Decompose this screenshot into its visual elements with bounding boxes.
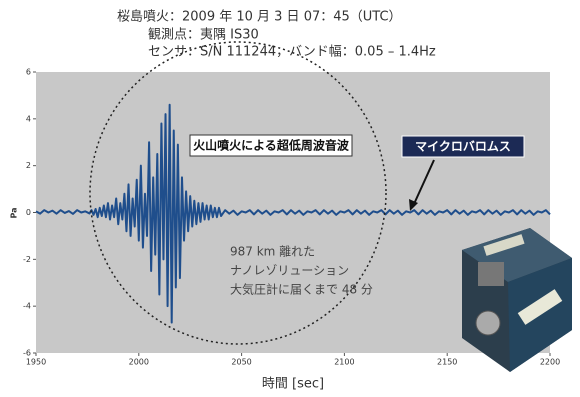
y-tick-label: -6 <box>23 349 31 358</box>
annotation: 大気圧計に届くまで 48 分 <box>230 282 373 297</box>
annotation: 987 km 離れた <box>230 245 315 259</box>
y-tick-label: 4 <box>26 114 31 123</box>
y-axis-label: Pa <box>10 207 19 218</box>
header-line: センサ：S/N 111244，バンド幅：0.05 – 1.4Hz <box>148 45 436 60</box>
x-tick-label: 2100 <box>334 358 354 367</box>
annotation: マイクロバロムス <box>415 140 511 154</box>
y-tick-label: 2 <box>26 161 31 170</box>
y-tick-label: 0 <box>26 208 31 217</box>
x-tick-label: 2150 <box>437 358 457 367</box>
y-tick-label: -4 <box>23 302 31 311</box>
header-line: 観測点：夷隅 IS30 <box>148 27 259 43</box>
y-tick-label: 6 <box>26 68 31 77</box>
annotation: 火山噴火による超低周波音波 <box>193 138 350 153</box>
annotation: ナノレゾリューション <box>230 264 349 278</box>
x-axis-label: 時間 [sec] <box>262 377 324 392</box>
x-tick-label: 2050 <box>231 358 251 367</box>
x-tick-label: 2000 <box>129 358 149 367</box>
y-tick-label: -2 <box>23 255 31 264</box>
x-tick-label: 1950 <box>26 358 46 367</box>
chart: 桜島噴火：2009 年 10 月 3 日 07：45（UTC） 観測点：夷隅 I… <box>0 0 580 397</box>
header-line: 桜島噴火：2009 年 10 月 3 日 07：45（UTC） <box>117 10 402 25</box>
x-tick-label: 2200 <box>540 358 560 367</box>
